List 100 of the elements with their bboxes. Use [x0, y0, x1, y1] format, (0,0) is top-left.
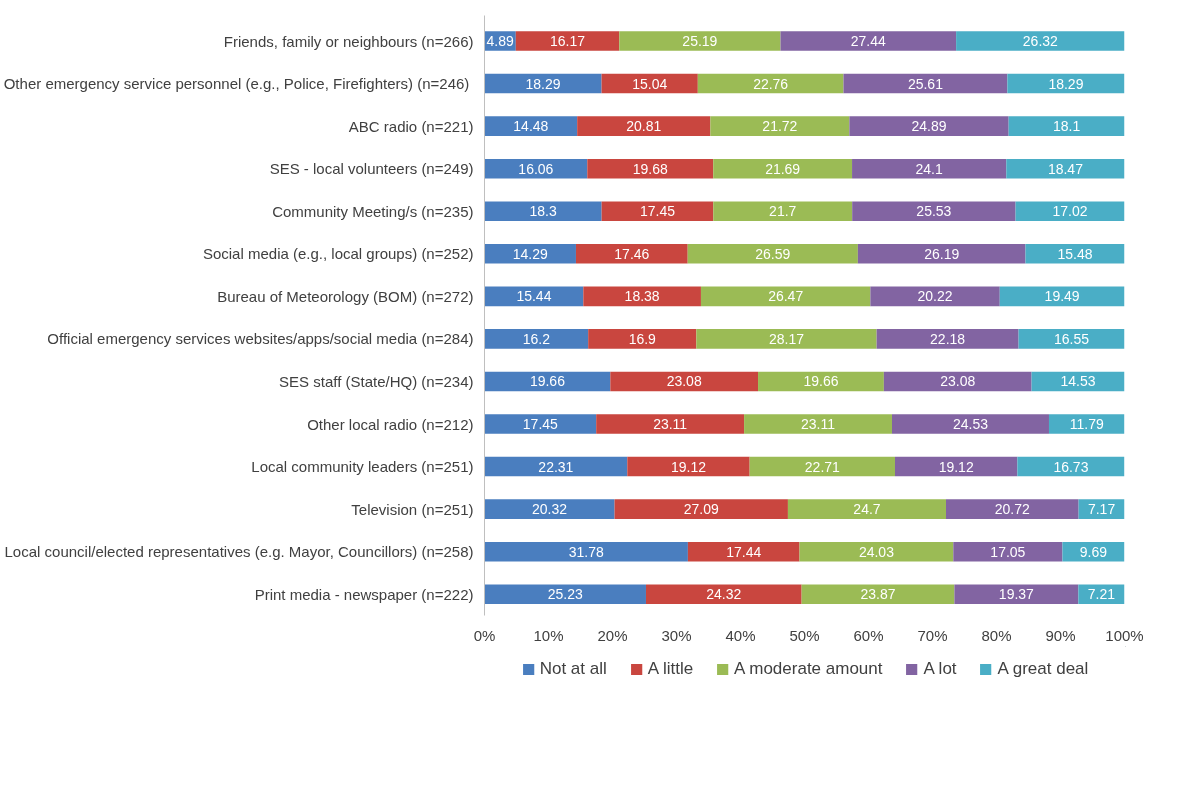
data-label: 9.69 — [1079, 543, 1108, 560]
bar — [1048, 414, 1125, 434]
bar — [484, 584, 646, 605]
data-label: 24.03 — [858, 543, 895, 560]
bar — [627, 456, 750, 477]
data-label: 27.09 — [683, 501, 719, 518]
bar — [1025, 244, 1125, 264]
x-tick-label: 0% — [473, 626, 496, 644]
data-label: 23.11 — [801, 416, 836, 433]
y-tick-label: Bureau of Meteorology (BOM) (n=272) — [217, 287, 474, 305]
bar — [801, 584, 955, 605]
data-label: 18.47 — [1047, 160, 1084, 177]
legend-label: A lot — [923, 658, 957, 679]
data-label: 18.3 — [529, 203, 557, 220]
data-label: 20.81 — [626, 118, 662, 135]
data-label: 18.29 — [1048, 75, 1084, 92]
data-label: 19.12 — [938, 458, 974, 475]
y-tick-label: Local council/elected representatives (e.g. Mayor, Councillors) (n=258) — [4, 543, 474, 561]
data-label: 24.7 — [853, 501, 881, 518]
bar — [895, 456, 1018, 477]
y-tick-label: Social media (e.g., local groups) (n=252) — [202, 245, 474, 263]
bar — [484, 499, 615, 519]
data-label: 22.31 — [538, 458, 574, 475]
data-label: 15.48 — [1057, 245, 1093, 262]
bar — [849, 116, 1009, 136]
data-label: 20.72 — [994, 501, 1031, 518]
data-label: 18.1 — [1052, 118, 1081, 135]
bar — [596, 414, 745, 434]
bar — [484, 541, 688, 562]
bar — [852, 201, 1016, 222]
data-label: 25.61 — [907, 75, 944, 92]
x-tick-label: 10% — [533, 626, 564, 644]
data-label: 19.49 — [1044, 288, 1080, 305]
data-label: 21.7 — [769, 203, 797, 220]
x-tick-label: 90% — [1045, 626, 1076, 644]
data-label: 24.32 — [706, 586, 742, 603]
bar — [744, 414, 892, 434]
data-label: 23.11 — [653, 416, 688, 433]
x-tick-label: 80% — [981, 626, 1012, 644]
bar — [484, 244, 576, 264]
bar — [687, 541, 800, 562]
data-label: 15.04 — [632, 75, 668, 92]
data-label: 11.79 — [1069, 416, 1104, 433]
data-label: 22.18 — [930, 330, 966, 347]
bar — [956, 31, 1125, 51]
bar — [843, 73, 1008, 94]
y-tick-label: Community Meeting/s (n=235) — [272, 202, 474, 220]
bar — [946, 499, 1079, 519]
bar — [870, 286, 1000, 307]
data-label: 17.45 — [639, 203, 676, 220]
data-label: 26.32 — [1022, 33, 1059, 50]
y-tick-label: Official emergency services websites/apps/social media (n=284) — [47, 330, 474, 348]
data-label: 22.76 — [753, 75, 789, 92]
data-label: 22.71 — [804, 458, 841, 475]
bar — [1078, 499, 1125, 519]
data-label: 16.06 — [518, 160, 554, 177]
bar — [588, 329, 697, 349]
data-label: 7.17 — [1087, 501, 1116, 518]
legend-label: Not at all — [539, 658, 607, 679]
bar — [484, 414, 597, 434]
data-label: 14.48 — [513, 118, 549, 135]
bar — [787, 499, 946, 519]
y-tick-label: SES staff (State/HQ) (n=234) — [279, 372, 474, 390]
bar — [697, 73, 844, 94]
y-tick-label: ABC radio (n=221) — [348, 117, 474, 135]
data-label: 17.05 — [990, 543, 1026, 560]
bar — [619, 31, 781, 51]
data-label: 19.68 — [632, 160, 668, 177]
y-tick-label: Friends, family or neighbours (n=266) — [223, 32, 474, 50]
bar — [645, 584, 802, 605]
data-label: 17.02 — [1052, 203, 1088, 220]
bar — [780, 31, 957, 51]
data-label: 4.89 — [486, 33, 514, 50]
bar — [575, 244, 688, 264]
data-label: 7.21 — [1087, 586, 1116, 603]
bar — [601, 201, 714, 222]
x-tick-label: 40% — [725, 626, 756, 644]
x-tick-label: 50% — [789, 626, 820, 644]
legend-label: A great deal — [997, 658, 1089, 679]
bar — [883, 371, 1032, 392]
data-label: 16.73 — [1053, 458, 1089, 475]
y-tick-label: Other emergency service personnel (e.g., Police, Firefighters) (n=246) — [3, 75, 470, 93]
legend-label: A little — [647, 658, 694, 679]
data-label: 26.19 — [924, 245, 960, 262]
data-label: 26.47 — [768, 288, 804, 305]
bar — [696, 329, 877, 349]
y-tick-label: SES - local volunteers (n=249) — [269, 160, 474, 178]
data-label: 17.45 — [522, 416, 559, 433]
data-label: 20.32 — [532, 501, 568, 518]
x-tick-label: 100% — [1105, 626, 1144, 644]
bar — [749, 456, 895, 477]
y-tick-label: Television (n=251) — [351, 500, 474, 518]
data-label: 15.44 — [516, 288, 552, 305]
data-label: 20.22 — [917, 288, 953, 305]
bar — [610, 371, 759, 392]
data-label: 14.29 — [512, 245, 548, 262]
data-label: 31.78 — [568, 543, 604, 560]
data-label: 24.53 — [952, 416, 989, 433]
data-label: 26.59 — [755, 245, 791, 262]
data-label: 16.17 — [550, 33, 586, 50]
